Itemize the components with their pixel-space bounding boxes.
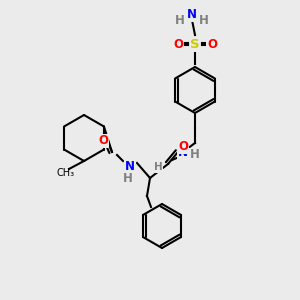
Text: O: O [207,38,217,52]
Text: H: H [123,172,133,185]
Text: N: N [187,8,197,22]
Text: H: H [154,162,162,172]
Text: H: H [199,14,209,26]
Text: O: O [178,140,188,154]
Text: H: H [190,148,200,161]
Text: O: O [173,38,183,52]
Text: N: N [125,160,135,172]
Text: O: O [98,134,108,148]
Text: N: N [178,146,188,160]
Text: CH₃: CH₃ [57,168,75,178]
Text: H: H [175,14,185,26]
Text: S: S [190,38,200,52]
